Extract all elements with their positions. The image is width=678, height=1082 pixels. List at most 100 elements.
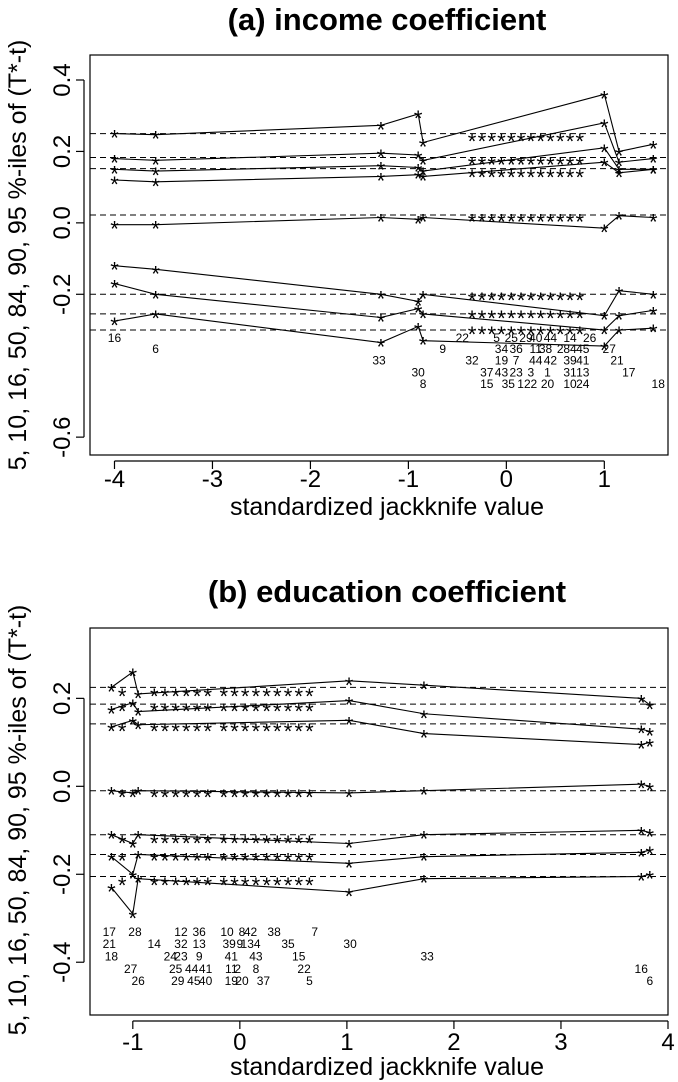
cluster-marker: *: [220, 699, 229, 724]
cluster-marker: *: [161, 785, 170, 810]
observation-label: 30: [412, 365, 426, 379]
point-marker: *: [646, 866, 655, 891]
series-line: [114, 215, 654, 229]
observation-label: 19: [495, 354, 509, 368]
cluster-marker: *: [193, 831, 202, 856]
observation-label: 84: [563, 342, 577, 356]
cluster-marker: *: [487, 322, 496, 347]
cluster-marker: *: [536, 165, 545, 190]
cluster-marker: *: [252, 719, 261, 744]
point-marker: *: [107, 783, 116, 808]
cluster-marker: *: [507, 210, 516, 235]
cluster-marker: *: [193, 785, 202, 810]
cluster-marker: *: [171, 699, 180, 724]
cluster-marker: *: [487, 210, 496, 235]
cluster-marker: *: [305, 719, 314, 744]
cluster-marker: *: [161, 873, 170, 898]
cluster-marker: *: [182, 785, 191, 810]
cluster-marker: *: [241, 831, 250, 856]
point-marker: *: [151, 163, 160, 188]
point-marker: *: [110, 172, 119, 197]
point-marker: *: [377, 210, 386, 235]
y-tick-label: -0.4: [49, 942, 76, 983]
observation-label: 38: [539, 342, 553, 356]
cluster-marker: *: [220, 684, 229, 709]
cluster-marker: *: [468, 129, 477, 154]
cluster-marker: *: [273, 849, 282, 874]
point-marker: *: [419, 152, 428, 177]
x-tick-label: -2: [300, 466, 321, 493]
observation-label: 44: [529, 354, 543, 368]
x-tick-label: 1: [340, 1029, 353, 1056]
point-marker: *: [414, 106, 423, 131]
cluster-marker: *: [171, 849, 180, 874]
series-line: [114, 93, 654, 153]
series-line: [111, 783, 650, 794]
observation-label: 43: [495, 365, 509, 379]
cluster-marker: *: [252, 684, 261, 709]
cluster-marker: *: [536, 288, 545, 313]
cluster-marker: *: [556, 322, 565, 347]
point-marker: *: [649, 320, 658, 345]
point-marker: *: [345, 693, 354, 718]
cluster-marker: *: [118, 785, 127, 810]
observation-label: 24: [576, 377, 590, 391]
cluster-marker: *: [497, 152, 506, 177]
cluster-marker: *: [252, 831, 261, 856]
point-marker: *: [646, 842, 655, 867]
observation-label: 8: [420, 377, 427, 391]
point-marker: *: [615, 154, 624, 179]
cluster-marker: *: [150, 684, 159, 709]
cluster-marker: *: [507, 129, 516, 154]
point-marker: *: [110, 151, 119, 176]
cluster-marker: *: [527, 165, 536, 190]
observation-label: 28: [128, 925, 142, 939]
cluster-marker: *: [566, 306, 575, 331]
cluster-marker: *: [468, 165, 477, 190]
point-marker: *: [600, 86, 609, 111]
point-marker: *: [345, 884, 354, 909]
y-tick-label: 0.0: [49, 770, 76, 803]
chart-panel-a: (a) income coefficient -4 -3 -2 -1 0 1 -0.6 -0.2…: [4, 2, 669, 521]
series-line: [111, 671, 651, 706]
point-marker: *: [151, 174, 160, 199]
observation-label: 25: [505, 331, 519, 345]
cluster-marker: *: [203, 785, 212, 810]
cluster-marker: *: [576, 306, 585, 331]
point-marker: *: [107, 849, 116, 874]
point-marker: *: [637, 776, 646, 801]
observation-label: 8: [253, 962, 260, 976]
observation-label: 2: [530, 377, 537, 391]
observation-label: 5: [306, 974, 313, 988]
observation-label: 33: [372, 354, 386, 368]
cluster-marker: *: [527, 306, 536, 331]
observation-label: 20: [235, 974, 249, 988]
observation-label: 24: [164, 949, 178, 963]
cluster-marker: *: [294, 849, 303, 874]
point-marker: *: [110, 276, 119, 301]
cluster-marker: *: [556, 129, 565, 154]
plot-frame: [89, 627, 669, 1016]
x-tick-label: 2: [447, 1029, 460, 1056]
cluster-marker: *: [171, 719, 180, 744]
observation-label: 26: [131, 974, 145, 988]
x-tick-label: -3: [202, 466, 223, 493]
observation-label: 38: [267, 925, 281, 939]
point-marker: *: [414, 147, 423, 172]
point-marker: *: [649, 161, 658, 186]
observation-label: 36: [192, 925, 206, 939]
series-line: [114, 122, 654, 163]
point-marker: *: [377, 286, 386, 311]
cluster-marker: *: [478, 152, 487, 177]
point-marker: *: [134, 783, 143, 808]
cluster-marker: *: [203, 873, 212, 898]
cluster-marker: *: [273, 831, 282, 856]
series-line: [111, 700, 650, 732]
cluster-marker: *: [576, 210, 585, 235]
cluster-marker: *: [273, 684, 282, 709]
cluster-marker: *: [468, 210, 477, 235]
cluster-marker: *: [546, 288, 555, 313]
point-marker: *: [420, 871, 429, 896]
series-line: [110, 873, 650, 916]
x-tick-label: -1: [398, 466, 419, 493]
